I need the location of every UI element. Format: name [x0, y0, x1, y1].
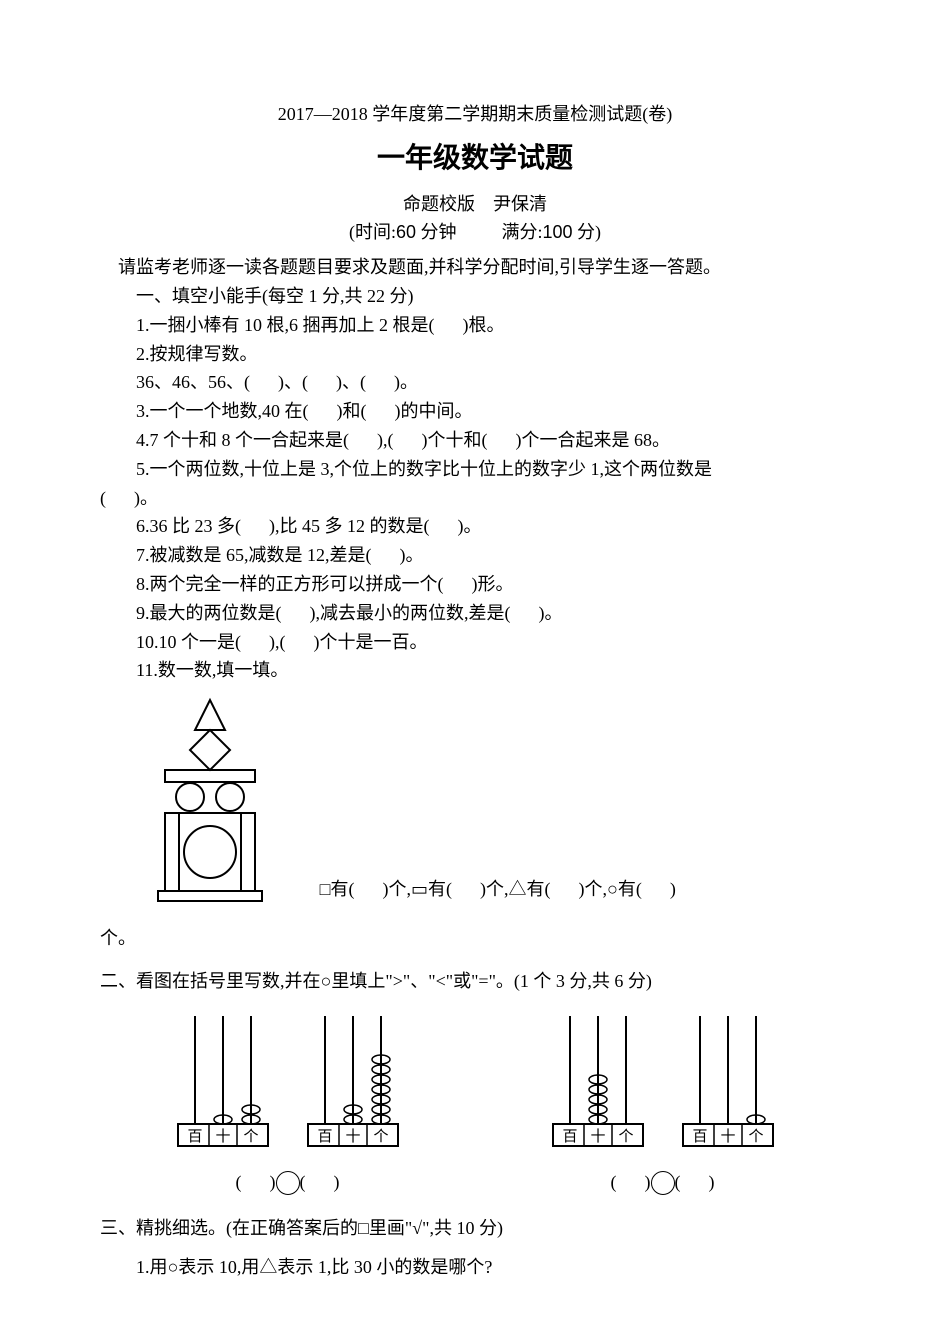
q4: 4.7 个十和 8 个一合起来是( ),( )个十和( )个一合起来是 68。 — [100, 426, 850, 455]
exam-title: 一年级数学试题 — [100, 137, 850, 182]
svg-text:十: 十 — [215, 1128, 230, 1145]
q1-text-a: 1.一捆小棒有 10 根,6 捆再加上 2 根是( — [136, 315, 435, 335]
q4-text-b: ),( — [377, 430, 394, 450]
svg-text:百: 百 — [562, 1129, 577, 1145]
q4-text-c: )个十和( — [422, 430, 488, 450]
q5-line1: 5.一个两位数,十位上是 3,个位上的数字比十位上的数字少 1,这个两位数是 — [100, 455, 850, 484]
section-2-title: 二、看图在括号里写数,并在○里填上">"、"<"或"="。(1 个 3 分,共 … — [100, 967, 850, 996]
q11: 11.数一数,填一填。 — [100, 656, 850, 685]
q11-text-d: )个,○有( — [578, 879, 641, 899]
q5-close: )。 — [134, 488, 158, 508]
abacus-2: 百十个 — [303, 1006, 403, 1156]
comparison-answer-2: () () — [503, 1168, 823, 1197]
q1-text-b: )根。 — [463, 315, 505, 335]
q7: 7.被减数是 65,减数是 12,差是( )。 — [100, 541, 850, 570]
q11-tail: 个。 — [100, 924, 850, 953]
svg-text:个: 个 — [373, 1128, 388, 1145]
exam-author: 命题校版 尹保清 — [100, 190, 850, 219]
q2: 2.按规律写数。 — [100, 340, 850, 369]
q4-text-a: 4.7 个十和 8 个一合起来是( — [136, 430, 349, 450]
q7-text-a: 7.被减数是 65,减数是 12,差是( — [136, 545, 372, 565]
section-1-title: 一、填空小能手(每空 1 分,共 22 分) — [100, 282, 850, 311]
circle-icon — [651, 1171, 675, 1195]
q10-text-c: )个十是一百。 — [314, 632, 428, 652]
exam-meta: (时间:60 分钟 满分:100 分) — [100, 218, 850, 247]
q3-text-a: 3.一个一个地数,40 在( — [136, 401, 309, 421]
time-value: 60 — [396, 222, 416, 242]
comparison-answer-1: () () — [128, 1168, 448, 1197]
q6-text-a: 6.36 比 23 多( — [136, 516, 241, 536]
shape-figure — [140, 695, 280, 914]
abacus-1: 百十个 — [173, 1006, 273, 1156]
q11-figure-row: □有( )个,▭有( )个,△有( )个,○有() — [100, 695, 850, 914]
q10: 10.10 个一是( ),( )个十是一百。 — [100, 628, 850, 657]
abacus-pair-1: 百十个 百十个 — [173, 1006, 403, 1156]
s3-q1: 1.用○表示 10,用△表示 1,比 30 小的数是哪个? — [100, 1253, 850, 1282]
q4-text-d: )个一合起来是 68。 — [516, 430, 671, 450]
score-prefix: 满分: — [501, 222, 542, 242]
svg-text:百: 百 — [317, 1129, 332, 1145]
q11-text-b: )个,▭有( — [382, 879, 452, 899]
q8-text-a: 8.两个完全一样的正方形可以拼成一个( — [136, 574, 444, 594]
circle-icon — [276, 1171, 300, 1195]
q9-text-c: )。 — [539, 603, 563, 623]
q9: 9.最大的两位数是( ),减去最小的两位数,差是( )。 — [100, 599, 850, 628]
q8-text-b: )形。 — [472, 574, 514, 594]
svg-text:十: 十 — [590, 1128, 605, 1145]
q5-line2: ( )。 — [100, 484, 850, 513]
paren-open: ( — [675, 1172, 681, 1192]
q8: 8.两个完全一样的正方形可以拼成一个( )形。 — [100, 570, 850, 599]
abacus-row: 百十个 百十个 百十个 百十个 — [100, 1006, 850, 1156]
q1: 1.一捆小棒有 10 根,6 捆再加上 2 根是( )根。 — [100, 311, 850, 340]
paren-close: ) — [270, 1172, 276, 1192]
q11-text: □有( )个,▭有( )个,△有( )个,○有() — [280, 875, 676, 914]
score-unit: 分) — [577, 222, 601, 242]
svg-text:个: 个 — [243, 1128, 258, 1145]
q9-text-a: 9.最大的两位数是( — [136, 603, 282, 623]
q5-open: ( — [100, 488, 106, 508]
q2-sequence: 36、46、56、( )、( )、( )。 — [100, 368, 850, 397]
paren-close: ) — [334, 1172, 340, 1192]
q11-text-a: □有( — [320, 879, 355, 899]
instruction-text: 请监考老师逐一读各题题目要求及题面,并科学分配时间,引导学生逐一答题。 — [100, 253, 850, 282]
q11-text-c: )个,△有( — [480, 879, 551, 899]
q2-seq-b: )、( — [278, 372, 308, 392]
time-unit: 分钟 — [420, 222, 456, 242]
comparison-answer-row: () () () () — [100, 1168, 850, 1197]
q3-text-c: )的中间。 — [395, 401, 473, 421]
svg-text:十: 十 — [345, 1128, 360, 1145]
paren-close: ) — [709, 1172, 715, 1192]
q10-text-b: ),( — [269, 632, 286, 652]
q6: 6.36 比 23 多( ),比 45 多 12 的数是( )。 — [100, 512, 850, 541]
paren-close: ) — [645, 1172, 651, 1192]
paren-open: ( — [236, 1172, 242, 1192]
q3: 3.一个一个地数,40 在( )和( )的中间。 — [100, 397, 850, 426]
q2-seq-c: )、( — [336, 372, 366, 392]
exam-header-year: 2017—2018 学年度第二学期期末质量检测试题(卷) — [100, 100, 850, 129]
author-name: 尹保清 — [493, 194, 547, 214]
q3-text-b: )和( — [337, 401, 367, 421]
abacus-4: 百十个 — [678, 1006, 778, 1156]
paren-open: ( — [300, 1172, 306, 1192]
svg-text:个: 个 — [748, 1128, 763, 1145]
paren-open: ( — [611, 1172, 617, 1192]
author-prefix: 命题校版 — [403, 194, 475, 214]
abacus-3: 百十个 — [548, 1006, 648, 1156]
score-value: 100 — [543, 222, 573, 242]
section-3-title: 三、精挑细选。(在正确答案后的□里画"√",共 10 分) — [100, 1214, 850, 1243]
svg-text:个: 个 — [618, 1128, 633, 1145]
svg-text:十: 十 — [720, 1128, 735, 1145]
q6-text-c: )。 — [458, 516, 482, 536]
q9-text-b: ),减去最小的两位数,差是( — [310, 603, 511, 623]
q2-seq-a: 36、46、56、( — [136, 372, 250, 392]
svg-text:百: 百 — [692, 1129, 707, 1145]
q2-seq-d: )。 — [394, 372, 418, 392]
q10-text-a: 10.10 个一是( — [136, 632, 241, 652]
svg-text:百: 百 — [187, 1129, 202, 1145]
abacus-pair-2: 百十个 百十个 — [548, 1006, 778, 1156]
q11-text-e: ) — [670, 879, 676, 899]
q6-text-b: ),比 45 多 12 的数是( — [269, 516, 430, 536]
time-prefix: (时间: — [349, 222, 396, 242]
q7-text-b: )。 — [400, 545, 424, 565]
